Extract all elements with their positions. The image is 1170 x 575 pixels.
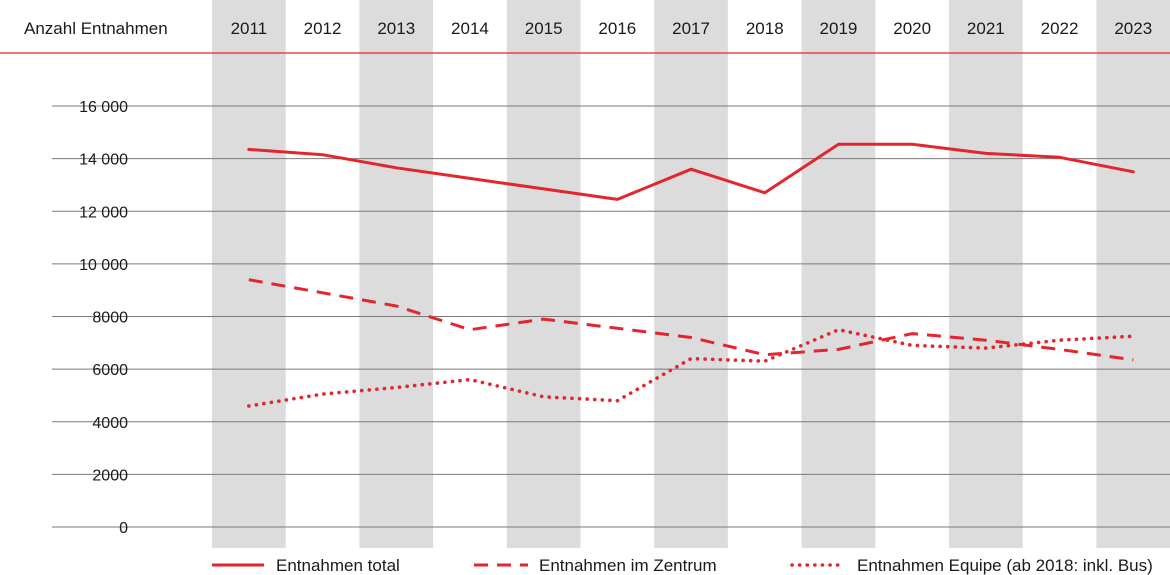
y-tick-label: 16 000 (79, 99, 128, 116)
x-tick-label: 2020 (893, 19, 931, 38)
x-tick-label: 2013 (377, 19, 415, 38)
series-line-2 (248, 278, 1134, 362)
x-tick-label: 2019 (820, 19, 858, 38)
y-tick-label: 4000 (92, 415, 128, 432)
year-column-shade (801, 0, 876, 548)
series-line-3 (247, 327, 1136, 408)
legend-label-1: Entnahmen total (276, 556, 400, 575)
legend-label-2: Entnahmen im Zentrum (539, 556, 717, 575)
y-tick-label: 6000 (92, 362, 128, 379)
legend: Entnahmen total Entnahmen im Zentrum Entna… (212, 556, 1153, 575)
year-column-shade (359, 0, 434, 548)
x-tick-label: 2011 (231, 19, 268, 38)
y-tick-label: 10 000 (79, 257, 128, 274)
y-axis-label: Anzahl Entnahmen (24, 19, 168, 38)
chart-header: Anzahl Entnahmen 2011 2012 2013 2014 2015 201… (0, 19, 1170, 54)
x-tick-label: 2023 (1114, 19, 1152, 38)
year-column-shade (949, 0, 1023, 548)
series-lines (247, 142, 1136, 408)
x-tick-label: 2018 (746, 19, 784, 38)
x-tick-label: 2021 (967, 19, 1005, 38)
x-tick-label: 2014 (451, 19, 489, 38)
year-column-shade (212, 0, 286, 548)
y-tick-labels: 0 2000 4000 6000 8000 10 000 12 000 14 000 16 00… (79, 99, 128, 537)
series-line-1 (247, 142, 1135, 201)
year-column-shade (506, 0, 581, 548)
year-column-shade (654, 0, 728, 548)
x-tick-label: 2017 (672, 19, 710, 38)
year-column-shading (212, 0, 1170, 548)
y-tick-label: 12 000 (79, 204, 128, 221)
y-tick-label: 2000 (92, 467, 128, 484)
x-tick-label: 2012 (304, 19, 342, 38)
x-tick-label: 2022 (1041, 19, 1079, 38)
x-tick-label: 2015 (525, 19, 563, 38)
x-tick-label: 2016 (598, 19, 636, 38)
y-tick-label: 8000 (92, 310, 128, 327)
year-column-shade (1096, 0, 1170, 548)
gridlines (52, 105, 1170, 528)
legend-label-3: Entnahmen Equipe (ab 2018: inkl. Bus) (857, 556, 1153, 575)
y-tick-label: 14 000 (79, 152, 128, 169)
y-tick-label: 0 (119, 520, 128, 537)
